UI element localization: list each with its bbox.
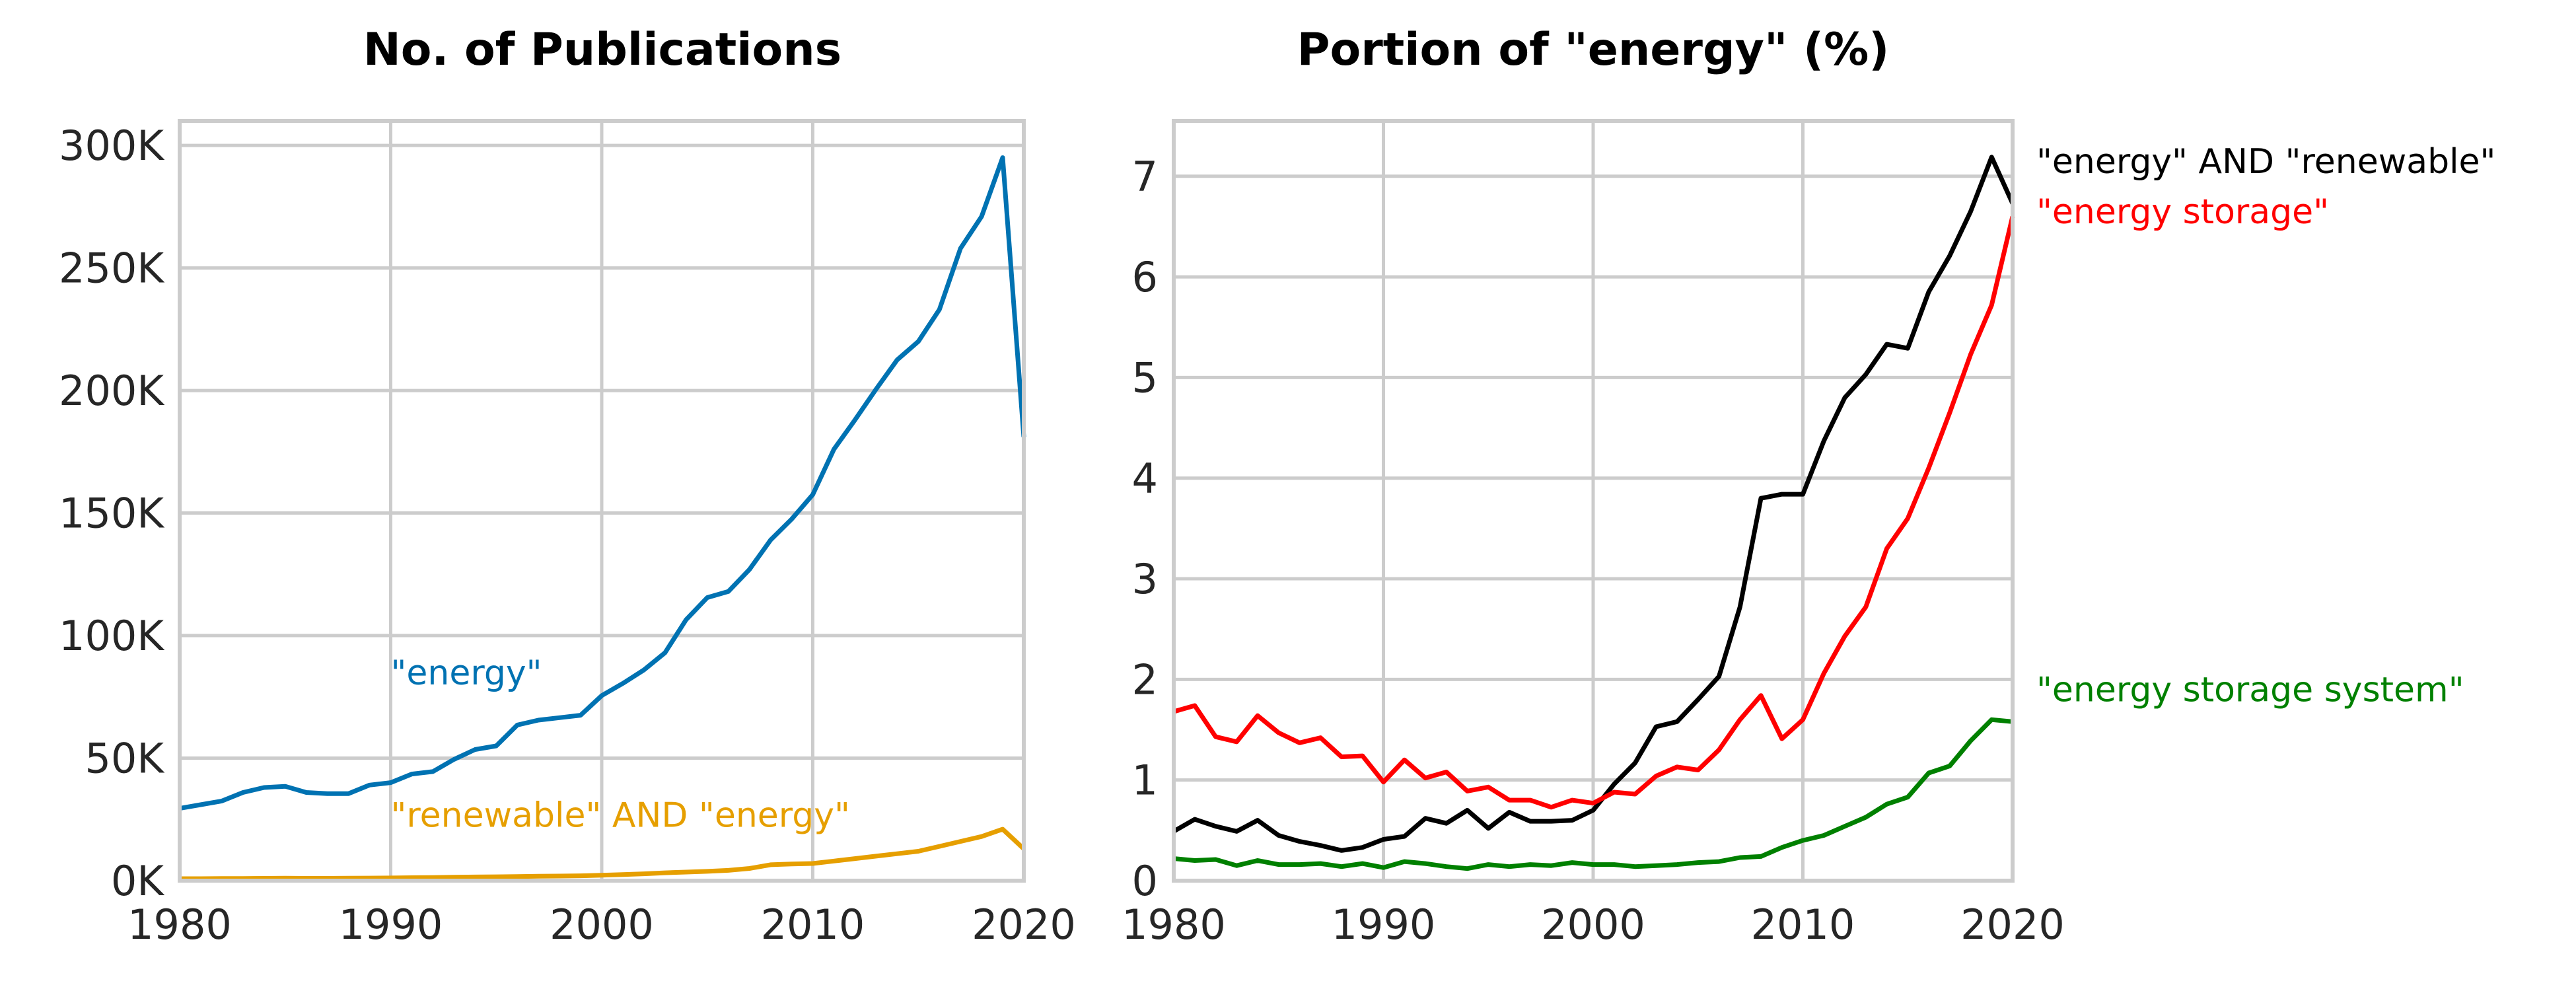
chart-title-left: No. of Publications — [363, 24, 841, 76]
x-tick-label: 2000 — [550, 900, 654, 949]
x-tick-label: 1990 — [1332, 900, 1436, 949]
chart-title-right: Portion of "energy" (%) — [1297, 24, 1890, 76]
chart-left: No. of Publications 1980 1990 2000 2010 2020… — [59, 24, 1076, 949]
x-tick-label: 1980 — [1122, 900, 1226, 949]
series-label-left-0: "energy" — [391, 653, 542, 693]
series-line-left-1 — [180, 826, 1026, 881]
y-tick-label: 150K — [59, 490, 164, 538]
x-tick-label: 2010 — [1751, 900, 1855, 949]
y-tick-label: 7 — [1132, 153, 1158, 201]
y-tick-label: 4 — [1132, 455, 1158, 503]
y-tick-label: 1 — [1132, 756, 1158, 805]
labels-right: "energy" AND "renewable" "energy storage"… — [2036, 142, 2495, 710]
y-tick-label: 2 — [1132, 655, 1158, 704]
x-ticks-left: 1980 1990 2000 2010 2020 — [127, 900, 1076, 949]
x-tick-label: 2010 — [761, 900, 865, 949]
y-ticks-left: 0K 50K 100K 150K 200K 250K 300K — [59, 122, 164, 905]
series-line-right-0 — [1172, 155, 2015, 853]
y-tick-label: 5 — [1132, 353, 1158, 402]
y-tick-label: 0K — [111, 857, 164, 905]
labels-left: "energy" "renewable" AND "energy" — [391, 653, 850, 835]
x-tick-label: 2020 — [1960, 900, 2065, 949]
series-label-left-1: "renewable" AND "energy" — [391, 795, 850, 835]
plot-frame-right — [1172, 119, 2015, 883]
series-label-right-0: "energy" AND "renewable" — [2036, 142, 2495, 182]
y-tick-label: 6 — [1132, 253, 1158, 301]
y-ticks-right: 0 1 2 3 4 5 6 7 — [1132, 153, 1158, 905]
series-line-right-1 — [1173, 215, 2015, 810]
plot-frame-left — [178, 119, 1026, 883]
series-left — [179, 155, 1026, 881]
y-tick-label: 3 — [1132, 555, 1158, 603]
x-tick-label: 2000 — [1541, 900, 1645, 949]
y-tick-label: 200K — [59, 367, 164, 415]
chart-right: Portion of "energy" (%) 1980 1990 2000 2010… — [1122, 24, 2495, 949]
y-tick-label: 50K — [85, 735, 164, 783]
x-ticks-right: 1980 1990 2000 2010 2020 — [1122, 900, 2065, 949]
series-label-right-2: "energy storage system" — [2036, 671, 2464, 710]
series-label-right-1: "energy storage" — [2036, 192, 2329, 232]
y-tick-label: 100K — [59, 612, 164, 660]
x-tick-label: 2020 — [972, 900, 1076, 949]
y-tick-label: 250K — [59, 244, 164, 293]
x-tick-label: 1990 — [339, 900, 443, 949]
series-line-left-0 — [179, 155, 1026, 811]
x-tick-label: 1980 — [127, 900, 232, 949]
y-tick-label: 0 — [1132, 857, 1158, 905]
series-right — [1172, 155, 2015, 871]
series-line-right-2 — [1173, 717, 2013, 871]
y-tick-label: 300K — [59, 122, 164, 170]
